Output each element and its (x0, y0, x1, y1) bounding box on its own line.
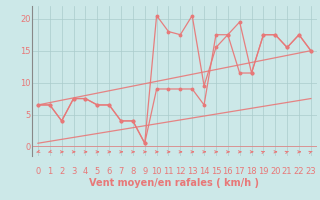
X-axis label: Vent moyen/en rafales ( km/h ): Vent moyen/en rafales ( km/h ) (89, 178, 260, 188)
